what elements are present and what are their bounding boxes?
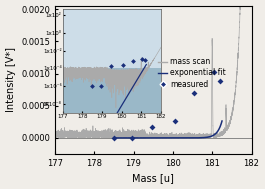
- Point: [212, 71, 216, 74]
- X-axis label: Mass [u]: Mass [u]: [132, 174, 174, 184]
- Point: [129, 136, 134, 139]
- Point: [173, 120, 177, 123]
- Point: [112, 136, 116, 139]
- Point: [218, 80, 222, 83]
- Point: [150, 125, 154, 129]
- Legend: mass scan, exponential fit, measured: mass scan, exponential fit, measured: [155, 54, 229, 92]
- Point: [192, 91, 197, 94]
- Y-axis label: Intensity [V*]: Intensity [V*]: [6, 47, 16, 112]
